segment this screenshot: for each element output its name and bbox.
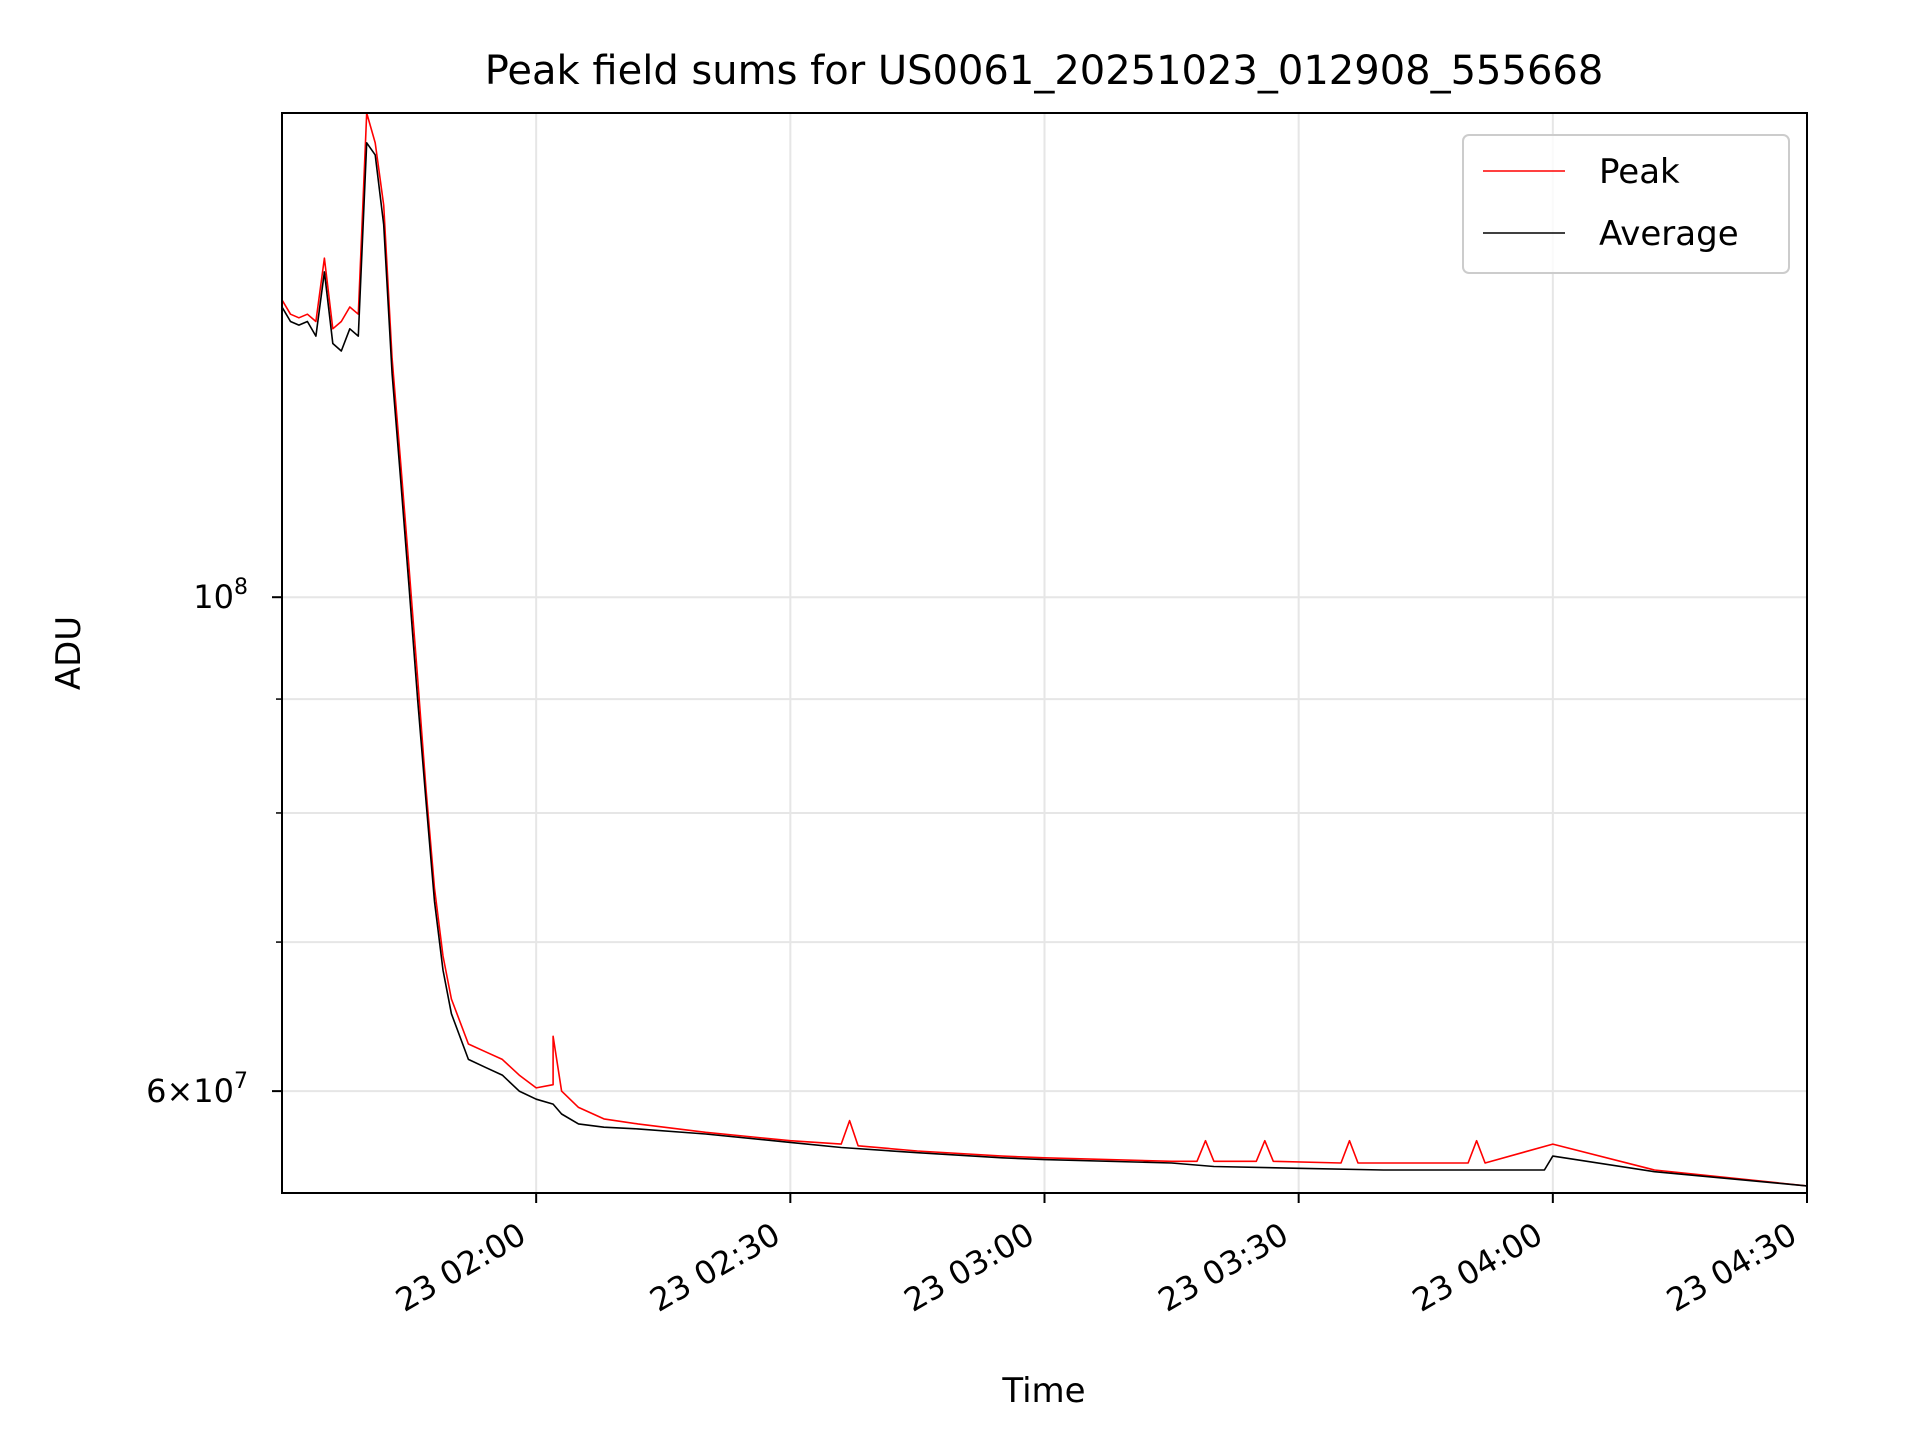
legend: Peak Average (1462, 134, 1790, 274)
y-tick-label: 108 (193, 575, 248, 616)
legend-peak-label: Peak (1599, 152, 1680, 192)
series-line-average (282, 142, 1807, 1187)
x-axis-label: Time (1001, 1371, 1085, 1411)
series-group (282, 113, 1807, 1187)
legend-box (1462, 134, 1790, 274)
series-line-peak (282, 113, 1807, 1187)
chart-title: Peak field sums for US0061_20251023_0129… (485, 48, 1604, 94)
y-axis-label: ADU (49, 616, 89, 690)
grid (282, 113, 1807, 1193)
legend-average-label: Average (1599, 214, 1739, 254)
y-axis-ticks: 108 6×107 (146, 575, 282, 1110)
y-tick-label: 6×107 (146, 1069, 248, 1110)
